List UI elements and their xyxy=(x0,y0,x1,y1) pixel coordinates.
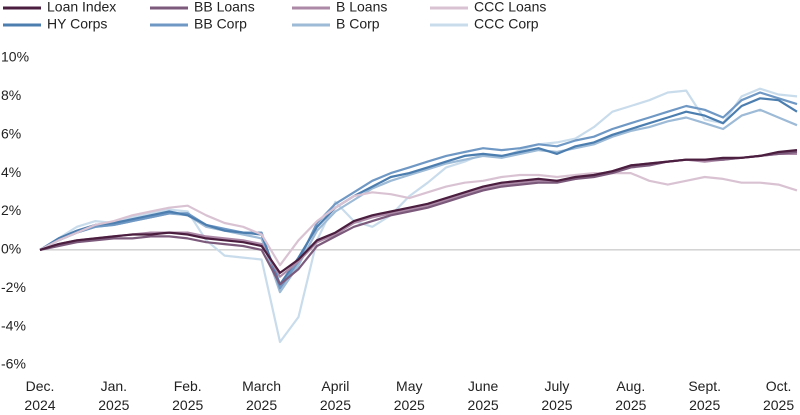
x-tick-label: Oct. 2025 xyxy=(762,378,795,413)
legend-label: BB Loans xyxy=(194,0,255,15)
x-tick-label: July 2025 xyxy=(541,378,573,413)
legend-label: BB Corp xyxy=(194,16,247,32)
y-tick-label: 6% xyxy=(1,125,21,141)
legend-label: B Loans xyxy=(336,0,387,15)
series-line xyxy=(39,87,798,344)
x-tick-label: May 2025 xyxy=(393,378,425,413)
series-line xyxy=(39,91,798,290)
x-tick-label: Aug. 2025 xyxy=(615,378,647,413)
legend-label: CCC Corp xyxy=(474,16,539,32)
y-tick-label: 2% xyxy=(1,202,21,218)
y-tick-label: 0% xyxy=(1,241,21,257)
y-tick-label: -2% xyxy=(1,279,26,295)
series-line xyxy=(39,108,798,294)
series-line xyxy=(39,172,798,267)
series-line xyxy=(39,97,798,286)
legend-label: B Corp xyxy=(336,16,380,32)
x-tick-label: April 2025 xyxy=(319,378,351,413)
legend-label: Loan Index xyxy=(47,0,116,15)
x-tick-label: Sept. 2025 xyxy=(688,378,722,413)
y-tick-label: 10% xyxy=(1,49,29,65)
y-tick-label: -6% xyxy=(1,356,26,372)
x-tick-label: Jan. 2025 xyxy=(98,378,130,413)
x-tick-label: Dec. 2024 xyxy=(24,378,56,413)
x-tick-label: June 2025 xyxy=(467,378,499,413)
x-tick-label: Feb. 2025 xyxy=(172,378,204,413)
y-tick-label: 4% xyxy=(1,164,21,180)
legend-label: CCC Loans xyxy=(474,0,546,15)
series-line xyxy=(39,149,798,274)
x-tick-label: March 2025 xyxy=(242,378,281,413)
y-tick-label: -4% xyxy=(1,317,26,333)
legend-label: HY Corps xyxy=(47,16,107,32)
y-tick-label: 8% xyxy=(1,87,21,103)
